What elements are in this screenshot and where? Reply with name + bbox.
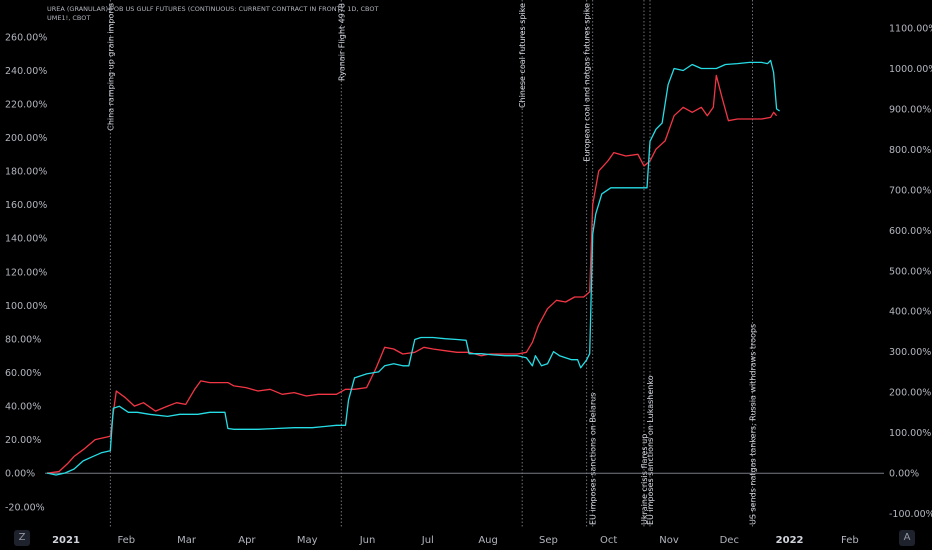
right-axis-tick: 700.00% bbox=[889, 185, 931, 196]
event-label: Ukraine crisis flares up bbox=[640, 434, 649, 525]
x-axis-tick: Dec bbox=[720, 535, 739, 546]
x-axis-tick: May bbox=[297, 535, 318, 546]
x-axis: 2021 Feb Mar Apr May Jun Jul Aug Sep Oct Nov Dec 202… bbox=[52, 535, 859, 546]
event-label: Chinese coal futures spike bbox=[518, 3, 527, 108]
right-axis-tick: 1100.00% bbox=[889, 24, 932, 35]
left-axis-tick: 60.00% bbox=[5, 368, 41, 379]
event-label: EU imposes sanctions on Belarus bbox=[589, 393, 598, 525]
auto-scale-button[interactable]: A bbox=[899, 530, 915, 546]
x-axis-tick: Apr bbox=[238, 535, 256, 546]
left-axis-tick: 100.00% bbox=[5, 301, 47, 312]
right-axis-tick: 500.00% bbox=[889, 266, 931, 277]
left-axis-tick: 240.00% bbox=[5, 66, 47, 77]
x-axis-tick: Nov bbox=[659, 535, 679, 546]
left-axis: 260.00% 240.00% 220.00% 200.00% 180.00% 160.0… bbox=[5, 32, 47, 513]
x-axis-tick: Jul bbox=[421, 535, 434, 546]
x-axis-tick: Mar bbox=[177, 535, 197, 546]
event-label: China ramping up grain imports bbox=[106, 3, 115, 131]
event-label: EU imposes sanctions on Lukashenko bbox=[646, 375, 655, 525]
series-line-1 bbox=[46, 59, 780, 476]
x-axis-tick: Feb bbox=[117, 535, 135, 546]
series-lines bbox=[46, 59, 780, 476]
right-axis-tick: -100.00% bbox=[889, 509, 932, 520]
x-axis-tick: 2021 bbox=[52, 535, 80, 546]
event-markers: China ramping up grain imports Ryanair Fl… bbox=[106, 0, 758, 527]
right-axis: 1100.00% 1000.00% 900.00% 800.00% 700.00% 600… bbox=[889, 24, 932, 520]
x-axis-tick: 2022 bbox=[776, 535, 804, 546]
right-axis-tick: 0.00% bbox=[889, 469, 919, 480]
right-axis-tick: 1000.00% bbox=[889, 64, 932, 75]
left-axis-tick: 160.00% bbox=[5, 200, 47, 211]
left-axis-tick: 40.00% bbox=[5, 402, 41, 413]
x-axis-tick: Feb bbox=[841, 535, 859, 546]
right-axis-tick: 600.00% bbox=[889, 226, 931, 237]
left-axis-tick: 200.00% bbox=[5, 133, 47, 144]
event-label: US sends natgas tankers, Russia withdraw… bbox=[749, 324, 758, 525]
x-axis-tick: Sep bbox=[539, 535, 558, 546]
chart-title: UREA (GRANULAR) FOB US GULF FUTURES (CON… bbox=[47, 5, 379, 13]
left-axis-tick: 180.00% bbox=[5, 167, 47, 178]
right-axis-tick: 200.00% bbox=[889, 388, 931, 399]
chart-subtitle: UME1!, CBOT bbox=[47, 14, 90, 22]
left-axis-tick: 80.00% bbox=[5, 334, 41, 345]
left-axis-tick: 260.00% bbox=[5, 32, 47, 43]
left-axis-tick: 120.00% bbox=[5, 267, 47, 278]
left-axis-tick: -20.00% bbox=[5, 502, 45, 513]
left-axis-tick: 140.00% bbox=[5, 234, 47, 245]
right-axis-tick: 400.00% bbox=[889, 307, 931, 318]
left-axis-tick: 20.00% bbox=[5, 435, 41, 446]
right-axis-tick: 800.00% bbox=[889, 145, 931, 156]
right-axis-tick: 100.00% bbox=[889, 428, 931, 439]
event-label: Ryanair Flight 4978 bbox=[337, 3, 346, 81]
left-axis-tick: 220.00% bbox=[5, 99, 47, 110]
right-axis-tick: 300.00% bbox=[889, 347, 931, 358]
x-axis-tick: Jun bbox=[359, 535, 376, 546]
left-axis-tick: 0.00% bbox=[5, 469, 35, 480]
series-line-0 bbox=[46, 74, 778, 474]
x-axis-tick: Oct bbox=[600, 535, 617, 546]
zoom-button[interactable]: Z bbox=[14, 530, 30, 546]
x-axis-tick: Aug bbox=[478, 535, 498, 546]
event-label: European coal and natgas futures spike bbox=[583, 3, 592, 162]
right-axis-tick: 900.00% bbox=[889, 104, 931, 115]
